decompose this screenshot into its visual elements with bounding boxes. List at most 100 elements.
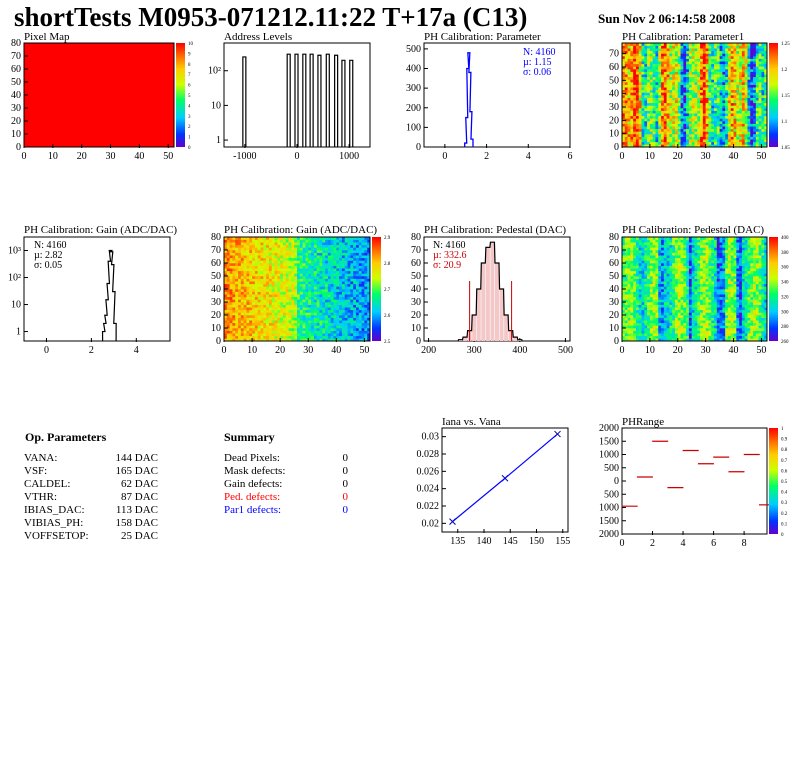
- param1-cell: [649, 105, 653, 109]
- gain-cell: [350, 309, 354, 313]
- param1-cell: [716, 79, 720, 83]
- param1-cell: [741, 139, 745, 143]
- param1-cell: [702, 76, 706, 80]
- gain-cell: [274, 315, 278, 318]
- gain-cell: [336, 325, 340, 329]
- address-level-peak: [349, 59, 354, 147]
- pedestal-cell: [649, 302, 653, 305]
- gain-cell: [252, 263, 256, 266]
- param1-cell: [655, 115, 659, 119]
- gain-cell: [285, 239, 289, 243]
- param1-cell: [691, 105, 695, 109]
- gain-cell: [311, 322, 315, 326]
- param1-cell: [744, 45, 748, 49]
- gain-cell: [254, 309, 258, 313]
- param1-cell: [630, 118, 634, 122]
- param1-cell: [683, 84, 687, 88]
- param1-cell: [708, 87, 712, 91]
- pedestal-cell: [649, 328, 653, 331]
- param1-cell: [635, 110, 640, 114]
- gain-cell: [226, 312, 230, 316]
- gain-cell: [266, 291, 270, 295]
- gain-cell: [344, 302, 348, 305]
- pedestal-cell: [627, 250, 631, 253]
- gain-cell: [294, 312, 298, 316]
- param1-cell: [727, 79, 732, 83]
- param1-cell: [700, 128, 704, 132]
- gain-cell: [238, 312, 242, 316]
- gain-cell: [288, 291, 292, 295]
- param1-cell: [630, 43, 634, 46]
- pedestal-cell: [641, 260, 645, 264]
- pedestal-cell: [630, 286, 634, 290]
- gain-cell: [235, 270, 239, 274]
- gain-cell: [282, 338, 287, 342]
- y-tick-label: 60: [211, 258, 221, 269]
- gain-cell: [330, 237, 334, 240]
- param1-cell: [739, 66, 743, 70]
- gain-cell: [232, 302, 236, 305]
- param1-cell: [638, 97, 642, 101]
- gain-cell: [249, 257, 253, 261]
- gain-cell: [294, 237, 298, 240]
- param1-cell: [753, 82, 757, 85]
- gain-cell: [280, 242, 284, 246]
- param1-cell: [691, 95, 695, 98]
- gain-cell: [226, 291, 230, 295]
- gain-cell: [226, 278, 230, 282]
- color-scale-label: 2.7: [384, 288, 391, 293]
- param1-cell: [733, 43, 737, 46]
- param1-cell: [649, 134, 653, 137]
- param1-cell: [711, 66, 715, 70]
- gain-cell: [243, 328, 247, 331]
- gain-cell: [246, 315, 250, 318]
- param1-cell: [697, 61, 701, 65]
- gain-cell: [339, 244, 343, 248]
- pedestal-cell: [658, 283, 662, 287]
- gain-cell: [232, 278, 236, 282]
- gain-cell: [238, 239, 242, 243]
- param1-cell: [633, 63, 637, 67]
- param1-cell: [624, 69, 628, 72]
- param1-cell: [674, 66, 679, 70]
- gain-cell: [271, 304, 275, 308]
- gain-cell: [333, 276, 337, 279]
- gain-cell: [254, 255, 258, 259]
- gain-cell: [367, 307, 371, 311]
- gain-cell: [313, 317, 317, 321]
- param1-cell: [663, 134, 667, 137]
- param1-cell: [702, 102, 706, 106]
- param1-cell: [624, 97, 628, 101]
- pedestal-cell: [624, 312, 628, 316]
- gain-cell: [319, 237, 323, 240]
- gain-cell: [266, 247, 270, 251]
- gain-cell: [240, 317, 244, 321]
- param1-cell: [730, 102, 734, 106]
- param1-cell: [647, 84, 651, 88]
- pedestal-cell: [630, 250, 634, 253]
- gain-cell: [316, 263, 320, 266]
- gain-cell: [358, 289, 362, 292]
- gain-cell: [322, 294, 326, 298]
- gain-cell: [308, 239, 312, 243]
- param1-cell: [694, 102, 698, 106]
- gain-cell: [240, 309, 244, 313]
- param1-cell: [725, 102, 729, 106]
- gain-cell: [252, 278, 256, 282]
- gain-cell: [367, 289, 371, 292]
- gain-cell: [235, 307, 239, 311]
- pedestal-cell: [647, 239, 651, 243]
- gain-cell: [277, 325, 281, 329]
- gain-cell: [294, 250, 298, 253]
- param1-cell: [711, 139, 715, 143]
- gain-cell: [224, 286, 228, 290]
- gain-cell: [339, 320, 343, 324]
- param1-cell: [674, 105, 679, 109]
- param1-cell: [663, 84, 667, 88]
- param1-cell: [702, 45, 706, 49]
- gain-cell: [249, 281, 253, 285]
- param1-cell: [644, 45, 648, 49]
- pedestal-cell: [652, 257, 656, 261]
- pedestal-cell: [658, 302, 662, 305]
- gain-cell: [297, 322, 301, 326]
